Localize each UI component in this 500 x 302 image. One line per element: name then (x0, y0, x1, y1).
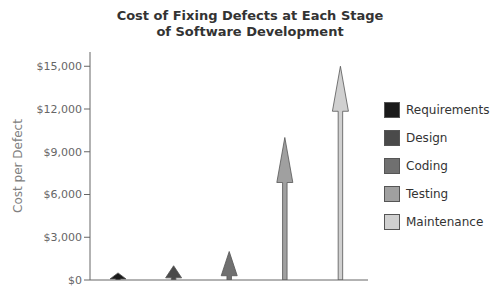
html-text:Design: Design (406, 131, 448, 145)
svg-text:$6,000: $6,000 (44, 188, 83, 201)
svg-text:$9,000: $9,000 (44, 146, 83, 159)
html-text:Cost of Fixing Defects at Each: Cost of Fixing Defects at Each Stage (116, 8, 384, 23)
svg-text:Cost per Defect: Cost per Defect (11, 119, 25, 213)
html-text:Coding: Coding (406, 159, 448, 173)
html-text:Requirements: Requirements (406, 103, 490, 117)
html-text:Maintenance: Maintenance (406, 215, 484, 229)
svg-text:$0: $0 (68, 274, 82, 287)
svg-text:$12,000: $12,000 (37, 103, 83, 116)
svg-text:$15,000: $15,000 (37, 60, 83, 73)
html-text:of Software Development: of Software Development (156, 24, 344, 39)
html-text:Testing: Testing (406, 187, 449, 201)
svg-text:$3,000: $3,000 (44, 231, 83, 244)
